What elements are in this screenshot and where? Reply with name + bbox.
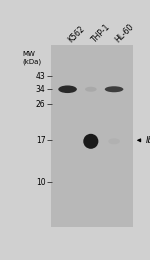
Text: 10: 10 xyxy=(36,178,45,187)
Text: K562: K562 xyxy=(66,24,87,44)
Text: 17: 17 xyxy=(36,136,45,145)
Text: 43: 43 xyxy=(36,72,45,81)
Ellipse shape xyxy=(58,86,77,93)
Text: Iba1: Iba1 xyxy=(146,136,150,145)
Text: 34: 34 xyxy=(36,85,45,94)
Ellipse shape xyxy=(105,86,123,92)
Text: THP-1: THP-1 xyxy=(90,22,112,44)
Text: MW
(kDa): MW (kDa) xyxy=(22,51,41,65)
Ellipse shape xyxy=(85,87,97,92)
Text: HL-60: HL-60 xyxy=(113,22,135,44)
FancyBboxPatch shape xyxy=(51,45,133,228)
Ellipse shape xyxy=(108,138,120,144)
Ellipse shape xyxy=(83,134,98,149)
Text: 26: 26 xyxy=(36,100,45,109)
